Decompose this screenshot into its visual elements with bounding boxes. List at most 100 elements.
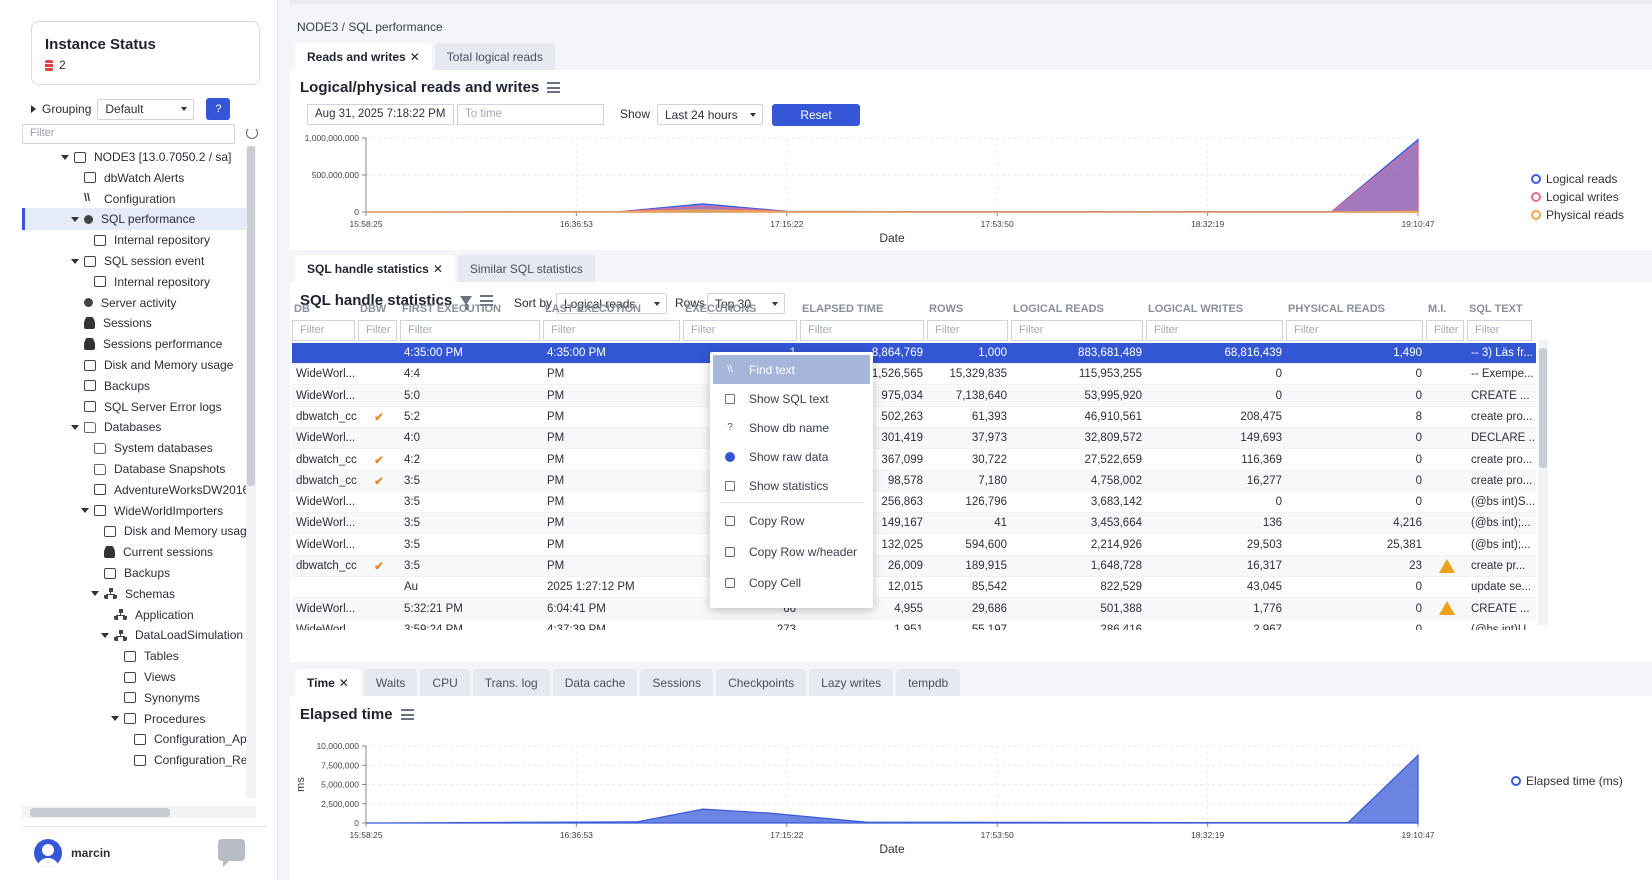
help-button[interactable]: ?: [206, 98, 231, 120]
tree-node[interactable]: Sessions: [22, 312, 256, 334]
tree-horizontal-scrollbar[interactable]: [22, 806, 256, 818]
column-header[interactable]: LAST EXECUTION: [545, 303, 641, 315]
tree-node[interactable]: AdventureWorksDW2016: [22, 479, 256, 501]
tab-checkpoints[interactable]: Checkpoints: [716, 669, 807, 696]
column-header[interactable]: EXECUTIONS: [685, 303, 757, 315]
tab-sql-handle-statistics[interactable]: SQL handle statistics ✕: [295, 255, 455, 282]
tab-total-logical-reads[interactable]: Total logical reads: [434, 43, 555, 70]
legend-item-logical-reads[interactable]: Logical reads: [1531, 170, 1624, 188]
legend-item-logical-writes[interactable]: Logical writes: [1531, 188, 1624, 206]
tree-node[interactable]: Current sessions: [22, 541, 256, 563]
menu-item-copy-row-w-header[interactable]: Copy Row w/header: [713, 536, 870, 567]
column-filter-input[interactable]: Filter: [400, 320, 540, 341]
tree-node[interactable]: Application: [22, 604, 256, 626]
tree-node[interactable]: DataLoadSimulation: [22, 624, 256, 646]
column-header[interactable]: FIRST EXECUTION: [402, 303, 502, 315]
reset-button[interactable]: Reset: [772, 104, 860, 126]
column-header[interactable]: PHYSICAL READS: [1288, 303, 1385, 315]
menu-item-show-db-name[interactable]: ? Show db name: [713, 413, 870, 442]
tree-node[interactable]: SQL performance: [22, 208, 256, 231]
column-header[interactable]: DBW: [360, 303, 387, 315]
tree-node[interactable]: Backups: [22, 375, 256, 397]
tree-node[interactable]: NODE3 [13.0.7050.2 / sa]: [22, 146, 256, 168]
avatar[interactable]: [34, 838, 62, 867]
tree-node[interactable]: Disk and Memory usage: [22, 520, 256, 542]
column-filter-input[interactable]: Filter: [800, 320, 924, 341]
tab-waits[interactable]: Waits: [363, 669, 418, 696]
tab-tempdb[interactable]: tempdb: [896, 669, 961, 696]
tree-node[interactable]: Disk and Memory usage: [22, 354, 256, 376]
menu-item-copy-cell[interactable]: Copy Cell: [713, 567, 870, 598]
column-header[interactable]: M.I.: [1428, 303, 1447, 315]
rows-select[interactable]: Top 30: [707, 293, 785, 314]
tree-node[interactable]: Configuration_Re: [22, 749, 256, 771]
expand-toggle-icon[interactable]: [70, 424, 80, 430]
sort-by-select[interactable]: Logical reads: [556, 293, 667, 314]
column-header[interactable]: SQL TEXT: [1469, 303, 1523, 315]
grid-vertical-scrollbar[interactable]: [1538, 340, 1548, 625]
menu-item-show-sql-text[interactable]: Show SQL text: [713, 384, 870, 413]
tab-reads-and-writes[interactable]: Reads and writes ✕: [295, 43, 432, 70]
table-row[interactable]: WideWorl...3:5PM630256,863126,7963,683,1…: [292, 492, 1536, 514]
tab-time[interactable]: Time ✕: [295, 669, 361, 696]
tab-cpu[interactable]: CPU: [420, 669, 470, 696]
instance-status-card[interactable]: Instance Status 2: [31, 21, 260, 85]
menu-item-copy-row[interactable]: Copy Row: [713, 505, 870, 536]
table-row[interactable]: dbwatch_cc✔3:5PM1398,5787,1804,758,00216…: [292, 470, 1536, 492]
tree-node[interactable]: Sessions performance: [22, 333, 256, 355]
expand-toggle-icon[interactable]: [60, 154, 70, 160]
tree-node[interactable]: Configuration: [22, 188, 256, 210]
expand-toggle-icon[interactable]: [110, 716, 120, 722]
menu-icon[interactable]: [547, 82, 561, 93]
tree-node[interactable]: SQL Server Error logs: [22, 396, 256, 418]
tree-node[interactable]: Backups: [22, 562, 256, 584]
legend-item-physical-reads[interactable]: Physical reads: [1531, 206, 1624, 224]
tree-node[interactable]: dbWatch Alerts: [22, 167, 256, 189]
column-header[interactable]: LOGICAL WRITES: [1148, 303, 1244, 315]
column-header[interactable]: LOGICAL READS: [1013, 303, 1104, 315]
tree-node[interactable]: Synonyms: [22, 687, 256, 709]
grouping-expand-icon[interactable]: [31, 105, 36, 113]
tab-trans-log[interactable]: Trans. log: [472, 669, 550, 696]
column-filter-input[interactable]: Filter: [543, 320, 680, 341]
table-row[interactable]: WideWorl... 5:32:21 PM 6:04:41 PM 66 4,955 29…: [292, 598, 1536, 620]
table-row[interactable]: WideWorl...3:5PM41149,167413,453,6641364…: [292, 513, 1536, 535]
column-filter-input[interactable]: Filter: [292, 320, 355, 341]
column-header[interactable]: DB: [294, 303, 310, 315]
menu-item-find-text[interactable]: \\ Find text: [713, 355, 870, 384]
menu-item-show-statistics[interactable]: Show statistics: [713, 471, 870, 500]
column-filter-input[interactable]: Filter: [1286, 320, 1423, 341]
tab-lazy-writes[interactable]: Lazy writes: [809, 669, 894, 696]
table-row[interactable]: WideWorl...5:0PM2,896975,0347,138,64053,…: [292, 385, 1536, 407]
tree-node[interactable]: Server activity: [22, 292, 256, 314]
table-row[interactable]: WideWorl... 3:59:24 PM 4:37:39 PM 273 1,951 5…: [292, 620, 1536, 630]
expand-toggle-icon[interactable]: [70, 216, 80, 222]
chat-icon[interactable]: [218, 839, 245, 867]
column-filter-input[interactable]: Filter: [1146, 320, 1283, 341]
column-filter-input[interactable]: Filter: [1426, 320, 1464, 341]
tree-node[interactable]: Procedures: [22, 708, 256, 730]
show-range-select[interactable]: Last 24 hours: [657, 104, 763, 125]
tab-data-cache[interactable]: Data cache: [552, 669, 638, 696]
tree-node[interactable]: System databases: [22, 437, 256, 459]
refresh-icon[interactable]: [246, 127, 258, 139]
expand-toggle-icon[interactable]: [70, 258, 80, 264]
filter-icon[interactable]: [460, 296, 473, 310]
tree-node[interactable]: Views: [22, 666, 256, 688]
tree-node[interactable]: Internal repository: [22, 229, 256, 251]
menu-icon[interactable]: [480, 295, 494, 306]
tree-vertical-scrollbar[interactable]: [246, 146, 256, 798]
tab-similar-sql-statistics[interactable]: Similar SQL statistics: [457, 255, 595, 282]
legend-item-elapsed-time[interactable]: Elapsed time (ms): [1511, 772, 1623, 790]
tree-node[interactable]: Schemas: [22, 583, 256, 605]
expand-toggle-icon[interactable]: [90, 591, 100, 597]
column-header[interactable]: ROWS: [929, 303, 964, 315]
from-time-input[interactable]: Aug 31, 2025 7:18:22 PM: [307, 104, 454, 125]
tree-filter-input[interactable]: Filter: [22, 124, 235, 144]
tree-node[interactable]: Databases: [22, 416, 256, 438]
tab-sessions[interactable]: Sessions: [640, 669, 714, 696]
column-filter-input[interactable]: Filter: [683, 320, 797, 341]
table-row[interactable]: WideWorl...4:4PM6,2191,526,56515,329,835…: [292, 364, 1536, 386]
close-icon[interactable]: ✕: [409, 49, 420, 64]
